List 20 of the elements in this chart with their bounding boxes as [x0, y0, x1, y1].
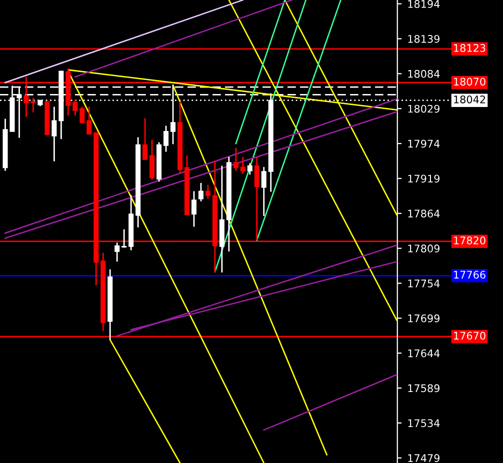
ref-line-label: 17820 — [454, 236, 486, 244]
ref-line-label: 18070 — [454, 78, 486, 86]
y-tick-label: 17699 — [408, 314, 440, 322]
y-tick-label: 17809 — [408, 244, 440, 252]
y-tick-label: 17589 — [408, 384, 440, 392]
y-tick-label: 17864 — [408, 210, 440, 218]
y-tick-label: 18029 — [408, 104, 440, 113]
y-tick-label: 17754 — [408, 280, 440, 288]
ref-line-label: 18042 — [454, 95, 486, 104]
y-tick-label: 17479 — [408, 454, 440, 462]
y-tick-label: 17534 — [408, 419, 440, 428]
y-tick-label: 18084 — [408, 70, 440, 78]
y-tick-label: 17644 — [408, 349, 440, 358]
y-tick-label: 17974 — [408, 140, 440, 148]
ref-line-label: 17670 — [454, 332, 486, 340]
ref-line-label: 18123 — [454, 44, 486, 52]
y-tick-label: 18139 — [408, 34, 440, 43]
y-tick-label: 18194 — [408, 0, 440, 8]
y-tick-label: 17919 — [408, 174, 440, 183]
ref-line-label: 17766 — [454, 270, 486, 279]
